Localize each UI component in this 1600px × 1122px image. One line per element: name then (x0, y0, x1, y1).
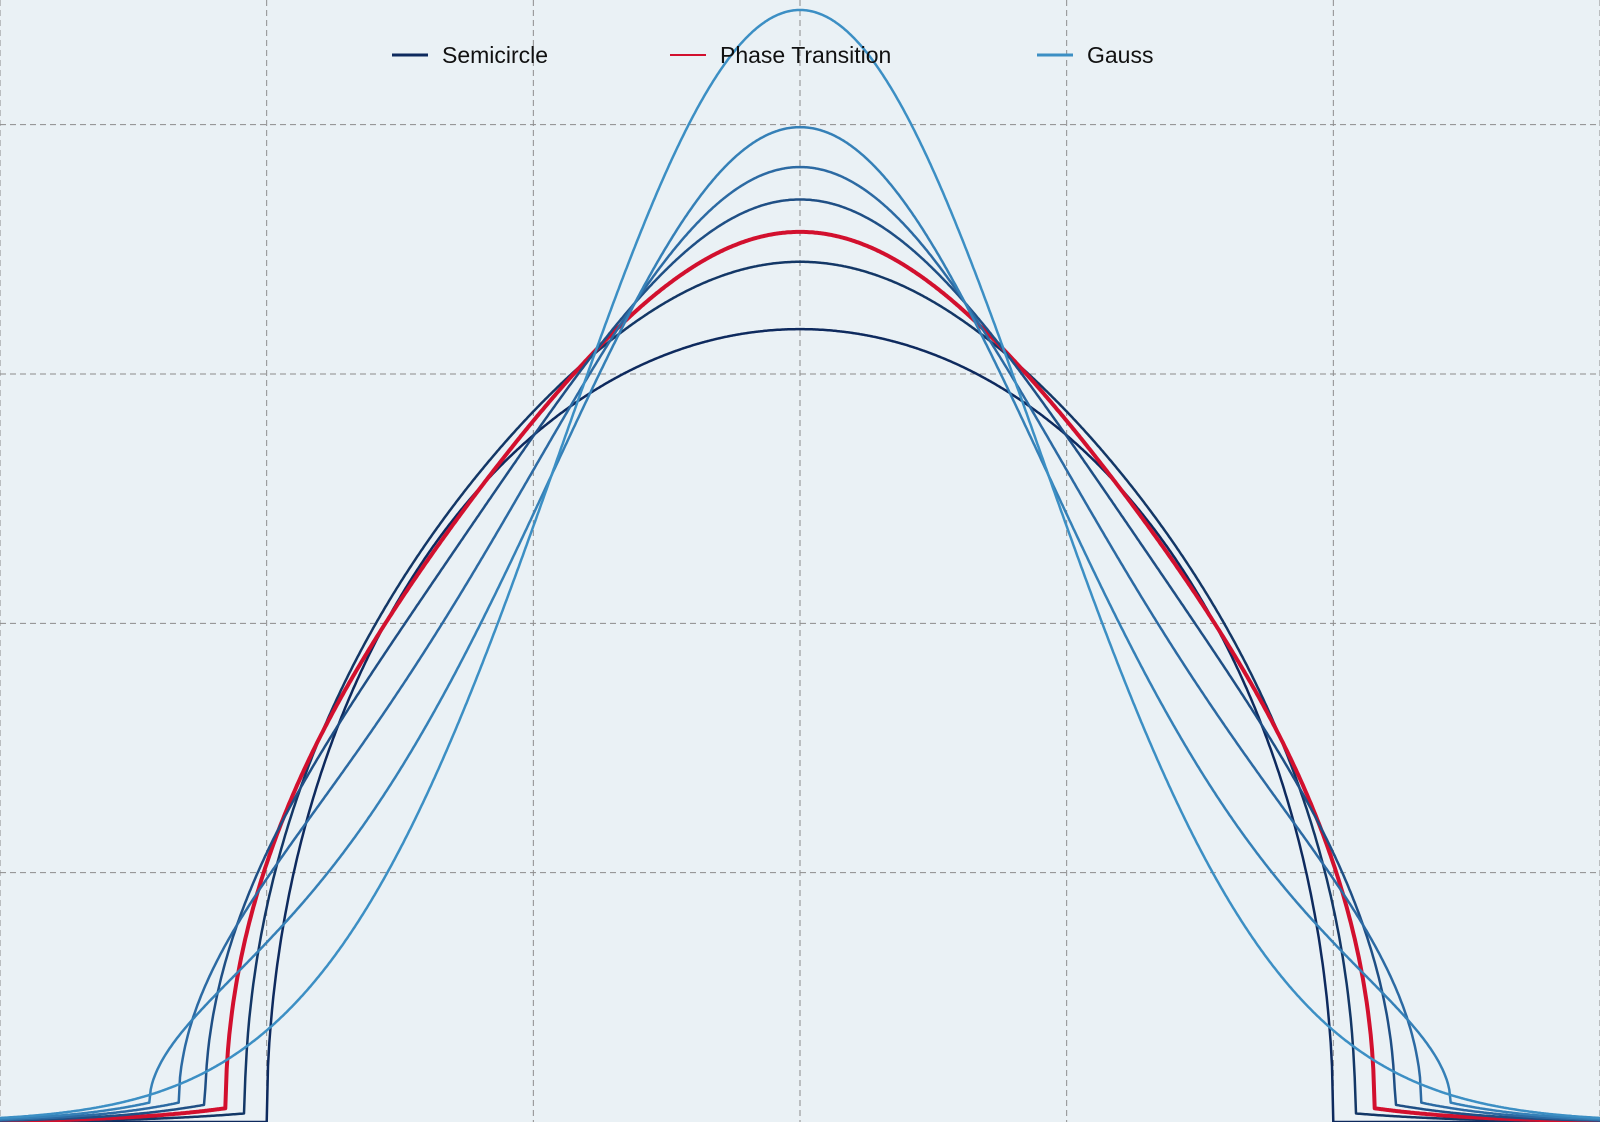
series-line-3 (0, 229, 1600, 1122)
series-line-7 (0, 8, 1600, 1120)
legend-label: Semicircle (442, 42, 548, 68)
legend-item-3: Gauss (1037, 42, 1153, 68)
series-line-1 (0, 327, 1600, 1122)
series-line-5 (0, 165, 1600, 1122)
curves (0, 8, 1600, 1122)
series-line-6 (0, 125, 1600, 1121)
legend: Semicircle Phase Transition Gauss (392, 42, 1153, 68)
legend-label: Phase Transition (720, 42, 891, 68)
series-line-2 (0, 260, 1600, 1122)
legend-label: Gauss (1087, 42, 1153, 68)
legend-item-2: Phase Transition (670, 42, 891, 68)
series-line-4 (0, 198, 1600, 1122)
legend-item-1: Semicircle (392, 42, 548, 68)
